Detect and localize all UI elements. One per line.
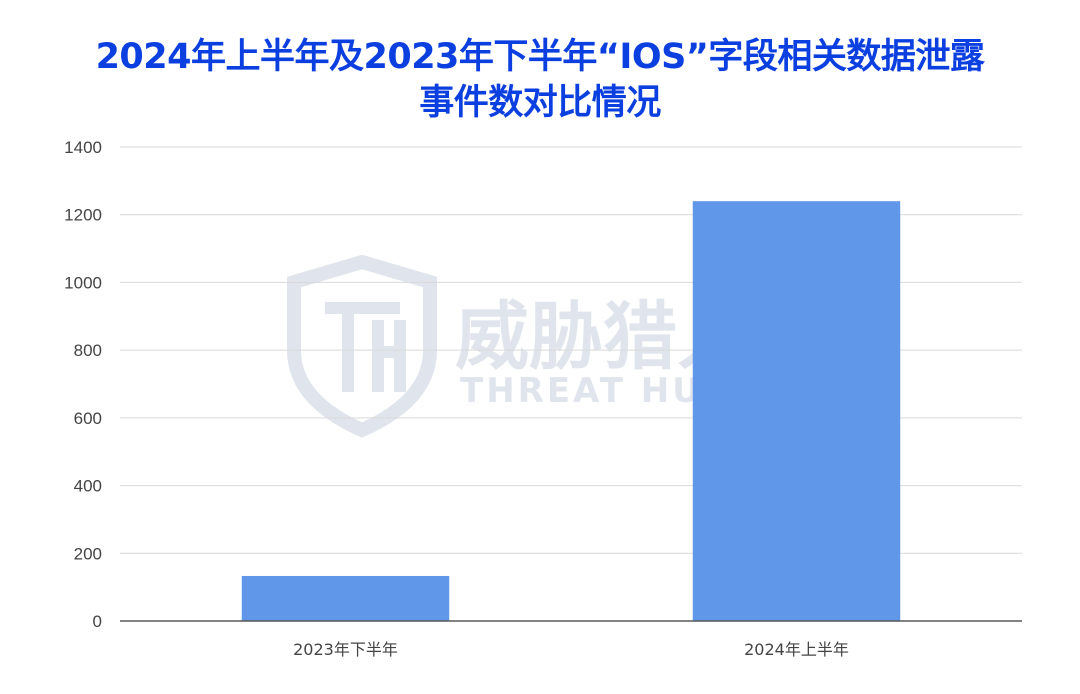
- bar-2: [692, 201, 901, 621]
- x-category-label: 2024年上半年: [744, 640, 849, 659]
- y-tick-label: 1200: [64, 206, 102, 225]
- chart-title-line-1: 2024年上半年及2023年下半年“IOS”字段相关数据泄露: [95, 37, 985, 77]
- axis-labels: 0 200 400 600 800 1000 1200 1400 2023年下半年 2024年上半…: [64, 138, 849, 659]
- y-tick-label: 800: [74, 341, 102, 360]
- bar-1: [241, 575, 450, 621]
- shield-th-logo-icon: [287, 254, 437, 438]
- y-tick-label: 600: [74, 409, 102, 428]
- bars: [241, 201, 901, 621]
- y-tick-label: 400: [74, 477, 102, 496]
- y-tick-label: 0: [93, 612, 102, 631]
- y-tick-label: 1400: [64, 138, 102, 157]
- chart-title-line-2: 事件数对比情况: [419, 83, 661, 123]
- x-category-label: 2023年下半年: [293, 640, 398, 659]
- y-tick-label: 200: [74, 544, 102, 563]
- y-tick-label: 1000: [64, 273, 102, 292]
